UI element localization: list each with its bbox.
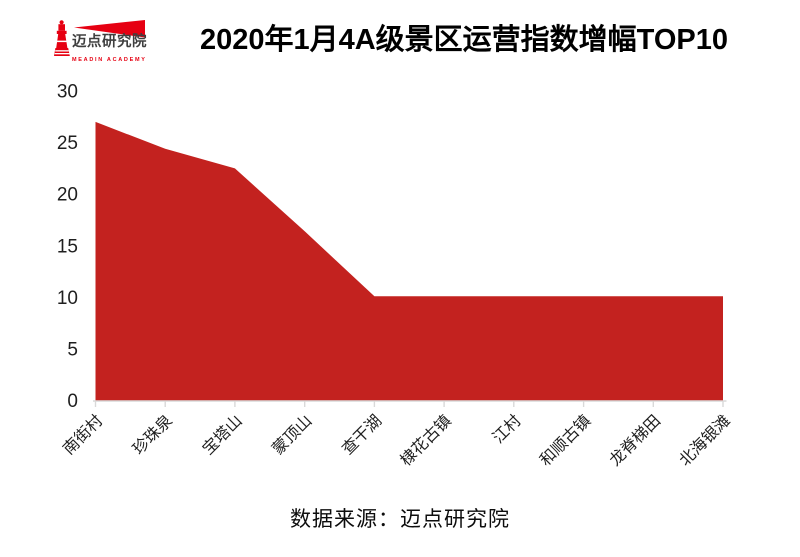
brand-subtitle: MEADIN ACADEMY — [72, 57, 147, 63]
lighthouse-icon — [54, 20, 145, 56]
area-series-shape — [95, 121, 723, 401]
x-axis-category-label: 龙脊梯田 — [606, 412, 664, 470]
y-axis-tick-label: 5 — [67, 339, 78, 360]
brand-logo: 迈点研究院 MEADIN ACADEMY — [54, 6, 170, 74]
y-axis-tick-label: 20 — [57, 185, 78, 206]
x-axis-category-label: 蒙顶山 — [269, 412, 316, 459]
x-axis-category-label: 北海银滩 — [676, 412, 734, 470]
data-source: 数据来源：迈点研究院 — [290, 508, 510, 531]
x-axis-category-label: 宝塔山 — [199, 412, 246, 459]
y-axis-tick-label: 10 — [57, 288, 78, 309]
x-axis-category-label: 江村 — [489, 412, 524, 447]
x-axis-category-label: 查干湖 — [339, 412, 386, 459]
area-chart: 0 5 10 15 20 25 30 南街村 珍珠泉 宝塔山 蒙顶山 查干湖 棣花古镇 江村 和顺古镇 龙脊梯… — [57, 82, 734, 470]
x-axis-category-label: 棣花古镇 — [397, 412, 455, 470]
y-axis-tick-label: 0 — [67, 391, 78, 412]
chart-title: 2020年1月4A级景区运营指数增幅TOP10 — [199, 24, 729, 56]
y-axis-tick-label: 15 — [57, 236, 78, 257]
x-axis-category-label: 和顺古镇 — [536, 412, 594, 470]
x-axis-category-label: 南街村 — [60, 412, 107, 459]
x-axis-category-label: 珍珠泉 — [129, 412, 176, 459]
y-axis-tick-label: 30 — [57, 82, 78, 103]
y-axis-tick-label: 25 — [57, 133, 78, 154]
light-beam-shape — [74, 20, 145, 38]
brand-name: 迈点研究院 — [72, 34, 147, 50]
